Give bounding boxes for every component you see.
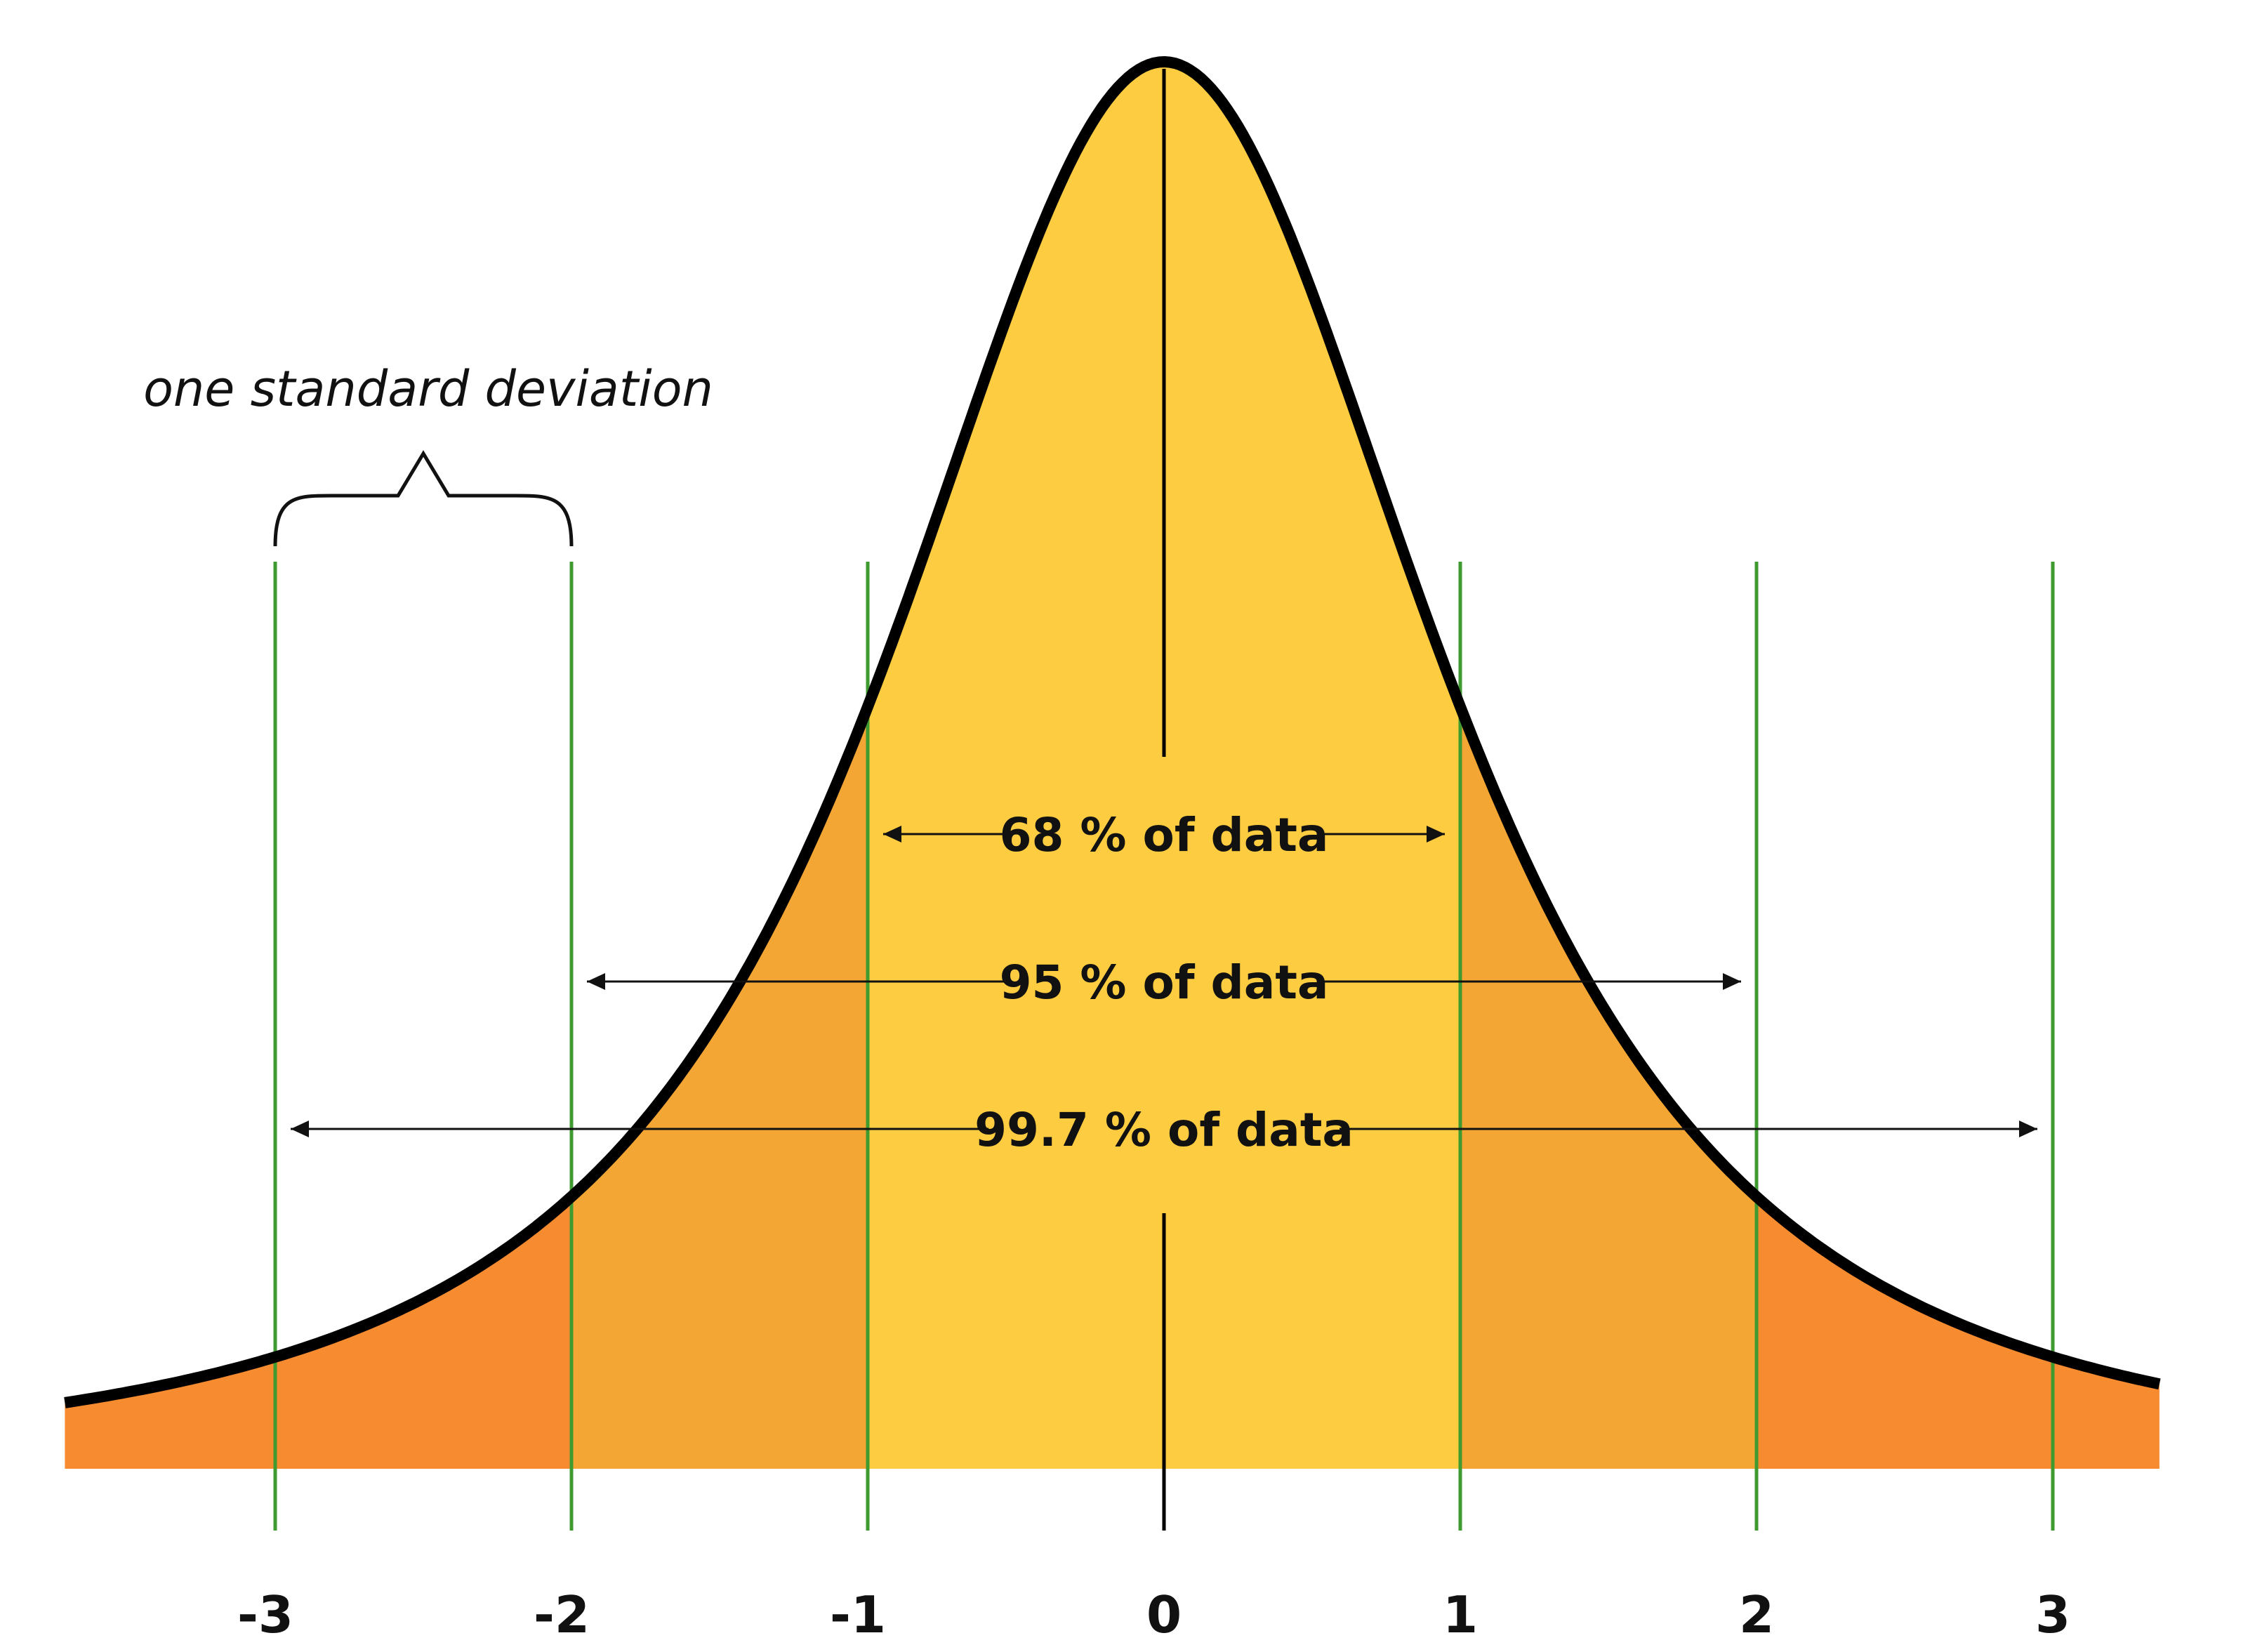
interval-arrows: 68 % of data 95 % of data 99.7 % of data	[291, 808, 2037, 1157]
sd-guide-lines	[273, 562, 2055, 1531]
band-1sd-center	[868, 62, 1460, 1469]
band-3sd-right	[1757, 1196, 2160, 1469]
annotation-label: one standard deviation	[143, 360, 713, 418]
arrow-left-icon	[883, 826, 901, 842]
arrow-right-icon	[1427, 826, 1445, 842]
axis-tick-labels: -3 -2 -1 0 1 2 3	[237, 1585, 2070, 1644]
standard-deviation-annotation: one standard deviation	[143, 360, 713, 547]
interval-label: 99.7 % of data	[974, 1103, 1354, 1157]
bell-curve	[64, 56, 2161, 1408]
arrow-right-icon	[1723, 973, 1741, 990]
band-3sd-left	[65, 1196, 571, 1469]
tick-label: -2	[534, 1585, 590, 1644]
tick-label: 1	[1443, 1585, 1478, 1644]
band-2sd-left	[571, 706, 868, 1469]
tick-label: 0	[1146, 1585, 1182, 1644]
tick-label: -3	[237, 1585, 293, 1644]
interval-arrow: 68 % of data	[883, 808, 1445, 862]
arrow-left-icon	[291, 1121, 309, 1137]
shaded-bands	[65, 62, 2160, 1469]
brace-icon	[273, 450, 574, 547]
interval-arrow: 95 % of data	[587, 956, 1741, 1010]
band-2sd-right	[1460, 706, 1757, 1469]
arrow-left-icon	[587, 973, 605, 990]
arrow-right-icon	[2019, 1121, 2037, 1137]
tick-label: 3	[2035, 1585, 2070, 1644]
tick-label: -1	[830, 1585, 886, 1644]
interval-label: 95 % of data	[1000, 956, 1329, 1010]
tick-label: 2	[1739, 1585, 1774, 1644]
interval-arrow: 99.7 % of data	[291, 1103, 2037, 1157]
interval-label: 68 % of data	[1000, 808, 1329, 862]
